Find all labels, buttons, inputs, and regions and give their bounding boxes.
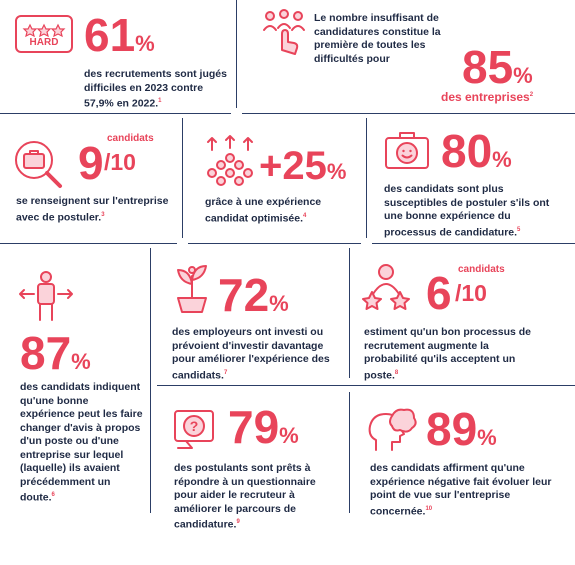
divider-v-row3b bbox=[349, 248, 350, 378]
divider-h-3 bbox=[157, 385, 575, 386]
person-arrows-icon bbox=[19, 271, 73, 321]
magnifier-briefcase-icon bbox=[15, 141, 62, 188]
divider-v-top bbox=[236, 0, 237, 108]
stat-description: des employeurs ont investi ou prévoient … bbox=[172, 326, 330, 381]
stat-value: 6 bbox=[426, 267, 452, 319]
stat-description: des candidats sont plus susceptibles de … bbox=[384, 183, 550, 238]
stat-value: 87% bbox=[20, 327, 91, 379]
stat-value: 89% bbox=[426, 403, 497, 455]
divider-h-1b bbox=[242, 113, 575, 114]
stat-value: 61% bbox=[84, 9, 155, 61]
stat-intro: Le nombre insuffisant de candidatures co… bbox=[314, 12, 441, 65]
person-stars-icon bbox=[362, 264, 410, 310]
stat-description: des candidats indiquent qu'une bonne exp… bbox=[20, 381, 143, 504]
hand-clicking-people-icon bbox=[263, 9, 305, 55]
stat-description: des candidats affirment qu'une expérienc… bbox=[370, 462, 552, 517]
svg-text:?: ? bbox=[190, 418, 199, 434]
divider-v-row2b bbox=[366, 118, 367, 238]
divider-v-row3a bbox=[150, 248, 151, 513]
stat-description: estiment qu'un bon processus de recrutem… bbox=[364, 326, 532, 381]
divider-h-1 bbox=[0, 113, 231, 114]
divider-v-row2a bbox=[182, 118, 183, 238]
stat-value: 85% bbox=[462, 41, 533, 93]
stat-description: des postulants sont prêts à répondre à u… bbox=[174, 462, 316, 531]
divider-h-2c bbox=[372, 243, 575, 244]
stat-description: des recrutements sont jugés difficiles e… bbox=[84, 68, 227, 110]
stat-value: 72% bbox=[218, 269, 289, 321]
stat-description: grâce à une expérience candidat optimisé… bbox=[205, 196, 322, 224]
stat-description: se renseignent sur l'entreprise avec de … bbox=[16, 195, 169, 223]
stat-fraction: /10 bbox=[104, 149, 136, 175]
stat-value: +25% bbox=[259, 144, 347, 188]
hard-badge-icon: HARD bbox=[15, 15, 73, 53]
divider-h-2a bbox=[0, 243, 177, 244]
stat-label: candidats bbox=[458, 264, 505, 275]
stat-fraction: /10 bbox=[455, 280, 487, 306]
stat-value: 80% bbox=[441, 125, 512, 177]
smiley-briefcase-icon bbox=[385, 132, 429, 169]
growing-plant-person-icon bbox=[177, 265, 207, 313]
question-screen-icon: ? bbox=[174, 410, 214, 449]
stat-description: des entreprises2 bbox=[441, 90, 534, 104]
divider-v-row4 bbox=[349, 392, 350, 513]
thinking-head-icon bbox=[368, 408, 417, 451]
stat-label: candidats bbox=[107, 133, 154, 144]
divider-h-2b bbox=[188, 243, 361, 244]
crowd-growth-icon bbox=[207, 135, 253, 186]
stat-value: 79% bbox=[228, 401, 299, 453]
hard-badge-label: HARD bbox=[30, 37, 59, 48]
stat-value: 9 bbox=[78, 137, 104, 189]
